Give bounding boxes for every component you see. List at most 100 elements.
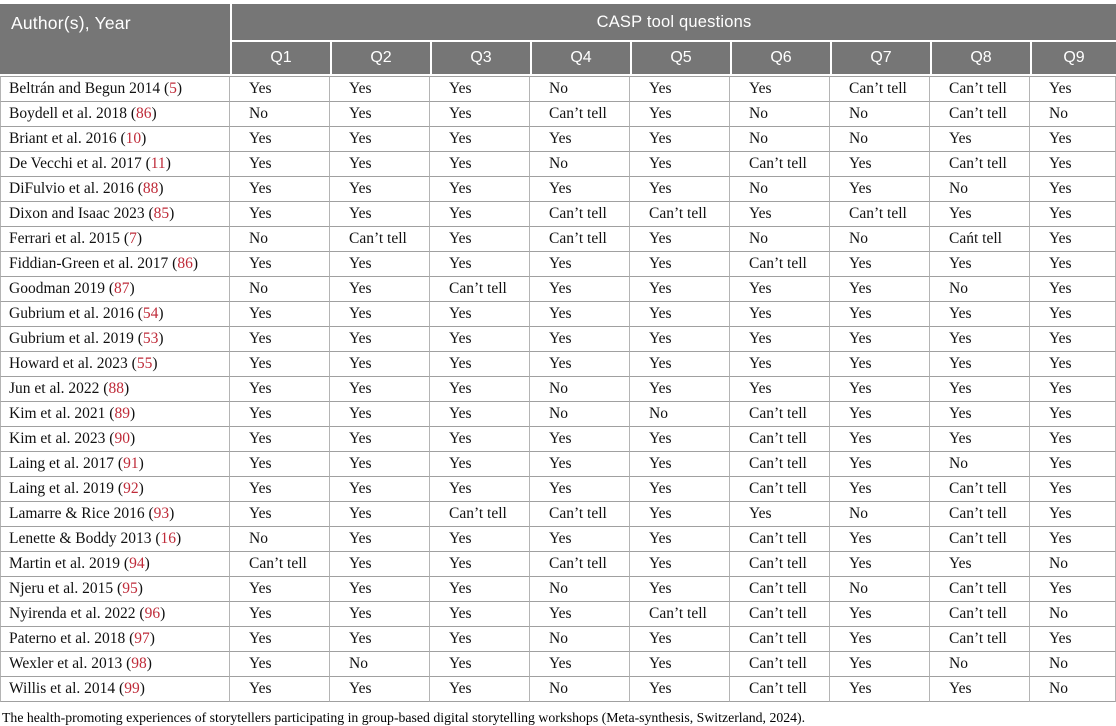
answer-cell: No (730, 102, 830, 127)
table-row: Laing et al. 2017 (91) Yes Yes Yes Yes Yes Can… (0, 452, 1116, 477)
answer-cell: No (230, 227, 330, 252)
answer-cell: Yes (830, 452, 930, 477)
author-cell: Boydell et al. 2018 (86) (0, 102, 230, 127)
question-header-q9: Q9 (1030, 42, 1116, 76)
answer-cell: Yes (1030, 427, 1116, 452)
table-body: Beltrán and Begun 2014 (5) Yes Yes Yes No Yes… (0, 76, 1116, 702)
answer-cell: No (930, 652, 1030, 677)
answer-cell: Yes (530, 477, 630, 502)
answer-cell: Can’t tell (530, 102, 630, 127)
answer-cell: Can’t tell (730, 652, 830, 677)
answer-cell: Can’t tell (730, 552, 830, 577)
reference-number: 94 (129, 555, 145, 572)
author-cell: Gubrium et al. 2019 (53) (0, 327, 230, 352)
reference-number: 96 (144, 605, 161, 622)
answer-cell: Can’t tell (230, 552, 330, 577)
question-header-q1: Q1 (230, 42, 330, 76)
answer-cell: Yes (930, 552, 1030, 577)
answer-cell: Yes (730, 502, 830, 527)
answer-cell: No (530, 76, 630, 102)
answer-cell: Yes (330, 577, 430, 602)
answer-cell: Yes (630, 502, 730, 527)
answer-cell: Yes (930, 202, 1030, 227)
answer-cell: No (1030, 552, 1116, 577)
answer-cell: Yes (530, 352, 630, 377)
answer-cell: Yes (630, 552, 730, 577)
answer-cell: Yes (930, 327, 1030, 352)
author-cell: Laing et al. 2019 (92) (0, 477, 230, 502)
reference-number: 90 (114, 430, 130, 447)
table-row: Lamarre & Rice 2016 (93) Yes Yes Can’t tell… (0, 502, 1116, 527)
answer-cell: No (730, 227, 830, 252)
answer-cell: Yes (230, 627, 330, 652)
table-header: Author(s), Year CASP tool questions Q1 Q2… (0, 4, 1116, 76)
answer-cell: Yes (930, 427, 1030, 452)
answer-cell: Yes (830, 652, 930, 677)
table-row: De Vecchi et al. 2017 (11) Yes Yes Yes No Yes… (0, 152, 1116, 177)
reference-number: 11 (150, 155, 166, 172)
answer-cell: Yes (1030, 627, 1116, 652)
answer-cell: Yes (930, 677, 1030, 702)
reference-number: 53 (142, 330, 159, 347)
answer-cell: Can’t tell (630, 202, 730, 227)
answer-cell: Yes (730, 202, 830, 227)
answer-cell: Yes (230, 427, 330, 452)
answer-cell: Can’t tell (930, 102, 1030, 127)
answer-cell: Yes (230, 352, 330, 377)
table-row: Fiddian-Green et al. 2017 (86) Yes Yes Yes Y… (0, 252, 1116, 277)
reference-number: 85 (153, 205, 170, 222)
answer-cell: Can’t tell (730, 452, 830, 477)
answer-cell: Yes (230, 152, 330, 177)
reference-number: 97 (134, 630, 150, 647)
author-cell: Kim et al. 2023 (90) (0, 427, 230, 452)
answer-cell: Yes (1030, 502, 1116, 527)
author-cell: Laing et al. 2017 (91) (0, 452, 230, 477)
answer-cell: Yes (430, 402, 530, 427)
answer-cell: Can’t tell (430, 277, 530, 302)
answer-cell: Yes (230, 377, 330, 402)
answer-cell: Yes (630, 127, 730, 152)
answer-cell: Yes (330, 252, 430, 277)
author-cell: Goodman 2019 (87) (0, 277, 230, 302)
answer-cell: Can’t tell (730, 577, 830, 602)
answer-cell: Yes (530, 302, 630, 327)
answer-cell: Yes (430, 602, 530, 627)
table-row: Ferrari et al. 2015 (7) No Can’t tell Yes Ca… (0, 227, 1116, 252)
answer-cell: Yes (730, 302, 830, 327)
answer-cell: Yes (230, 677, 330, 702)
answer-cell: Yes (230, 327, 330, 352)
answer-cell: No (230, 277, 330, 302)
answer-cell: Yes (430, 552, 530, 577)
answer-cell: Yes (830, 402, 930, 427)
table-row: Lenette & Boddy 2013 (16) No Yes Yes Yes Yes C… (0, 527, 1116, 552)
answer-cell: Yes (1030, 302, 1116, 327)
author-cell: Njeru et al. 2015 (95) (0, 577, 230, 602)
answer-cell: Yes (430, 327, 530, 352)
answer-cell: Yes (1030, 577, 1116, 602)
answer-cell: Yes (230, 452, 330, 477)
answer-cell: Can’t tell (930, 627, 1030, 652)
answer-cell: Yes (430, 76, 530, 102)
table-row: Njeru et al. 2015 (95) Yes Yes Yes No Yes Can’… (0, 577, 1116, 602)
answer-cell: Yes (930, 252, 1030, 277)
question-header-q7: Q7 (830, 42, 930, 76)
author-cell: DiFulvio et al. 2016 (88) (0, 177, 230, 202)
answer-cell: Yes (430, 577, 530, 602)
answer-cell: Yes (730, 76, 830, 102)
answer-cell: Yes (930, 127, 1030, 152)
answer-cell: Yes (830, 627, 930, 652)
table-row: Goodman 2019 (87) No Yes Can’t tell Yes Yes Ye… (0, 277, 1116, 302)
table-row: Wexler et al. 2013 (98) Yes No Yes Yes Yes Can… (0, 652, 1116, 677)
answer-cell: Yes (830, 302, 930, 327)
answer-cell: Yes (830, 152, 930, 177)
answer-cell: Yes (330, 477, 430, 502)
answer-cell: Yes (530, 127, 630, 152)
answer-cell: Yes (730, 352, 830, 377)
answer-cell: Yes (230, 202, 330, 227)
answer-cell: Yes (630, 627, 730, 652)
answer-cell: Yes (330, 677, 430, 702)
answer-cell: Yes (930, 352, 1030, 377)
answer-cell: Yes (630, 76, 730, 102)
table-row: Beltrán and Begun 2014 (5) Yes Yes Yes No Yes… (0, 76, 1116, 102)
